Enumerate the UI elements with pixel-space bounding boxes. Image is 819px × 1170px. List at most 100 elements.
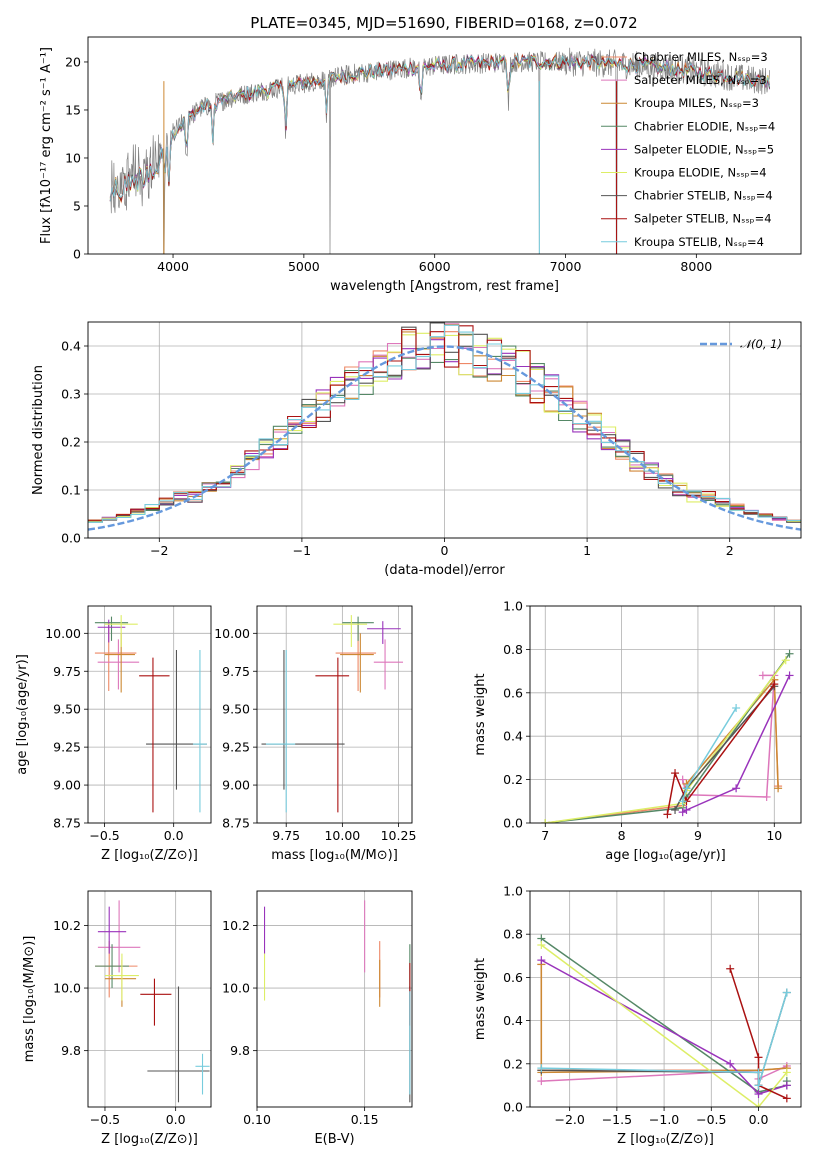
weight-line (545, 653, 791, 823)
y-tick-label: 0.3 (61, 387, 81, 402)
y-tick-label: 0.0 (503, 1100, 523, 1115)
plus-marker (726, 1059, 735, 1068)
x-tick-label: 7 (541, 828, 549, 843)
weight-line (545, 659, 787, 823)
plus-marker (774, 784, 783, 793)
y-tick-label: 0.0 (503, 816, 523, 831)
x-tick-label: 0.0 (166, 1112, 186, 1127)
y-tick-label: 9.00 (53, 778, 81, 793)
x-tick-label: 10.00 (324, 828, 360, 843)
weight-line (541, 992, 788, 1086)
weight-line (681, 707, 737, 802)
y-tick-label: 10.2 (53, 918, 81, 933)
errorbar-point (342, 616, 374, 641)
legend-label: 𝒩(0, 1) (740, 337, 782, 351)
errorbar-point (367, 621, 401, 644)
model-spectrum-line (109, 54, 771, 202)
mass-vs-ebv-xlabel: E(B-V) (314, 1132, 354, 1147)
mass-vs-z-xlabel: Z [log₁₀(Z/Z⊙)] (101, 1132, 198, 1147)
legend-label: Kroupa MILES, Nₛₛₚ=3 (634, 96, 759, 110)
legend-label: Salpeter ELODIE, Nₛₛₚ=5 (634, 142, 774, 156)
x-tick-label: 0.0 (749, 1112, 769, 1127)
y-tick-label: 9.50 (53, 702, 81, 717)
y-tick-label: 9.75 (222, 664, 250, 679)
age-vs-z-xlabel: Z [log₁₀(Z/Z⊙)] (101, 848, 198, 863)
weight-vs-z-ylabel: mass weight (473, 958, 488, 1040)
errorbar-point (97, 906, 127, 954)
plus-marker (754, 1090, 763, 1099)
plus-marker (678, 775, 687, 784)
y-tick-label: 0.2 (61, 435, 81, 450)
x-tick-label: 0.15 (351, 1112, 379, 1127)
errorbar-point (333, 615, 368, 647)
plus-marker (678, 797, 687, 806)
y-tick-label: 1.0 (503, 599, 523, 614)
errorbar-point (97, 639, 140, 690)
age-vs-mass-frame (256, 605, 413, 824)
spectrum-title: PLATE=0345, MJD=51690, FIBERID=0168, z=0… (250, 14, 637, 32)
spectrum-axes: 4000 5000 6000 7000 8000 0 5 10 15 20 (65, 54, 712, 274)
errorbar-point (104, 953, 139, 1001)
residual-histogram-series (88, 325, 801, 522)
errorbar-point (97, 900, 141, 973)
spectrum-xlabel: wavelength [Angstrom, rest frame] (330, 279, 559, 294)
plus-marker (663, 810, 672, 819)
plus-marker (671, 769, 680, 778)
y-tick-label: 10 (65, 150, 81, 165)
errorbar-point (140, 978, 172, 1026)
plus-marker (726, 964, 735, 973)
mass-vs-ebv-frame (256, 890, 413, 1108)
x-tick-label: 5000 (288, 259, 320, 274)
errorbar-point (315, 657, 350, 813)
y-tick-label: 10.2 (222, 918, 250, 933)
weight-vs-age-axes: 7 8 9 10 0.0 0.2 0.4 0.6 0.8 1.0 (503, 599, 801, 843)
errorbar-point (193, 650, 207, 813)
weight-line (666, 683, 775, 815)
plus-marker (537, 1077, 546, 1086)
y-tick-label: 0.8 (503, 927, 523, 942)
x-tick-label: 10 (766, 828, 782, 843)
legend-label: Kroupa ELODIE, Nₛₛₚ=4 (634, 166, 767, 180)
plus-marker (754, 1053, 763, 1062)
x-tick-label: −0.5 (90, 1112, 120, 1127)
plus-marker (537, 956, 546, 965)
legend-label: Chabrier MILES, Nₛₛₚ=3 (634, 50, 768, 64)
plus-marker (770, 680, 779, 689)
y-tick-label: 0.2 (503, 1056, 523, 1071)
age-vs-z-ylabel: age [log₁₀(age/yr)] (15, 654, 30, 775)
age-vs-mass-axes: 9.75 10.00 10.25 8.75 9.00 9.25 9.50 9.75 10.00 (214, 606, 416, 843)
mass-vs-z-axes: −0.5 0.0 9.8 10.0 10.2 (53, 891, 211, 1127)
weight-vs-age-ylabel: mass weight (473, 673, 488, 755)
legend-label: Kroupa STELIB, Nₛₛₚ=4 (634, 235, 764, 249)
residuals-legend: 𝒩(0, 1) (700, 337, 782, 351)
plus-marker (754, 1081, 763, 1090)
x-tick-label: −1 (293, 543, 311, 558)
weight-line (545, 677, 779, 823)
plus-marker (758, 671, 767, 680)
mass-vs-ebv-axes: 0.10 0.15 9.8 10.0 10.2 (222, 891, 412, 1127)
y-tick-label: 10.0 (222, 981, 250, 996)
weight-line (540, 944, 788, 1107)
x-tick-label: −2 (150, 543, 168, 558)
x-tick-label: −2.0 (554, 1112, 584, 1127)
plus-marker (782, 1081, 791, 1090)
y-tick-label: 0.0 (61, 531, 81, 546)
y-tick-label: 0.6 (503, 685, 523, 700)
gaussian-reference-curve (88, 345, 801, 531)
plus-marker (781, 656, 790, 665)
errorbar-point (139, 657, 170, 813)
legend-label: Salpeter STELIB, Nₛₛₚ=4 (634, 212, 772, 226)
x-tick-label: 0 (441, 543, 449, 558)
y-tick-label: 9.50 (222, 702, 250, 717)
y-tick-label: 15 (65, 102, 81, 117)
weight-vs-z-frame (529, 890, 802, 1108)
plus-marker (732, 703, 741, 712)
legend-label: Chabrier STELIB, Nₛₛₚ=4 (634, 189, 773, 203)
y-tick-label: 0.4 (61, 339, 81, 354)
y-tick-label: 0.4 (503, 1013, 523, 1028)
y-tick-label: 8.75 (53, 816, 81, 831)
age-vs-z-frame (87, 605, 212, 824)
plus-marker (678, 808, 687, 817)
plus-marker (732, 784, 741, 793)
spectrum-legend: Chabrier MILES, Nₛₛₚ=3 Salpeter MILES, Nₛ… (601, 50, 775, 249)
